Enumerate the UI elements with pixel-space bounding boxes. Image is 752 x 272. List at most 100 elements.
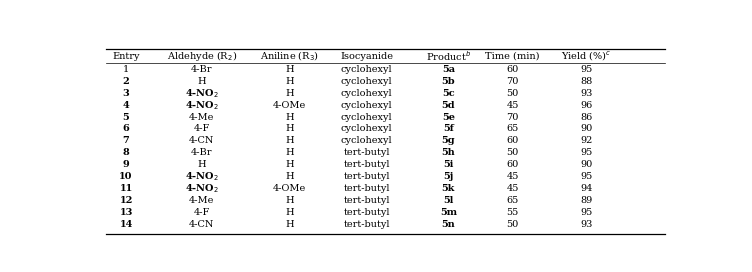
Text: 70: 70 [506,77,519,86]
Text: tert-butyl: tert-butyl [344,172,390,181]
Text: cyclohexyl: cyclohexyl [341,101,393,110]
Text: Isocyanide: Isocyanide [340,52,393,61]
Text: 5e: 5e [442,113,455,122]
Text: 1: 1 [123,65,129,74]
Text: 5b: 5b [441,77,455,86]
Text: H: H [285,113,293,122]
Text: H: H [285,65,293,74]
Text: 4-NO$_2$: 4-NO$_2$ [185,99,219,112]
Text: H: H [285,220,293,229]
Text: 50: 50 [506,220,519,229]
Text: 95: 95 [581,208,593,217]
Text: 5k: 5k [441,184,455,193]
Text: H: H [285,125,293,134]
Text: 8: 8 [123,148,129,157]
Text: 5c: 5c [442,89,455,98]
Text: 60: 60 [506,65,519,74]
Text: 5a: 5a [441,65,455,74]
Text: 12: 12 [120,196,133,205]
Text: 4-Br: 4-Br [191,148,213,157]
Text: 65: 65 [506,196,519,205]
Text: 4-NO$_2$: 4-NO$_2$ [185,170,219,183]
Text: 65: 65 [506,125,519,134]
Text: 13: 13 [120,208,133,217]
Text: H: H [285,172,293,181]
Text: 5h: 5h [441,148,455,157]
Text: 93: 93 [581,220,593,229]
Text: 5d: 5d [441,101,455,110]
Text: H: H [198,77,206,86]
Text: H: H [198,160,206,169]
Text: Time (min): Time (min) [485,52,540,61]
Text: tert-butyl: tert-butyl [344,148,390,157]
Text: 89: 89 [581,196,593,205]
Text: tert-butyl: tert-butyl [344,220,390,229]
Text: tert-butyl: tert-butyl [344,196,390,205]
Text: 90: 90 [581,160,593,169]
Text: 11: 11 [120,184,132,193]
Text: 95: 95 [581,65,593,74]
Text: 50: 50 [506,148,519,157]
Text: 9: 9 [123,160,129,169]
Text: 4-Me: 4-Me [190,113,214,122]
Text: 6: 6 [123,125,129,134]
Text: 88: 88 [581,77,593,86]
Text: H: H [285,89,293,98]
Text: H: H [285,137,293,146]
Text: tert-butyl: tert-butyl [344,160,390,169]
Text: 4-CN: 4-CN [190,137,214,146]
Text: cyclohexyl: cyclohexyl [341,65,393,74]
Text: 4-F: 4-F [193,208,210,217]
Text: 5n: 5n [441,220,455,229]
Text: 14: 14 [120,220,133,229]
Text: H: H [285,196,293,205]
Text: H: H [285,208,293,217]
Text: cyclohexyl: cyclohexyl [341,77,393,86]
Text: 4: 4 [123,101,129,110]
Text: Entry: Entry [112,52,140,61]
Text: tert-butyl: tert-butyl [344,184,390,193]
Text: 3: 3 [123,89,129,98]
Text: 10: 10 [120,172,133,181]
Text: 4-Me: 4-Me [190,196,214,205]
Text: 5i: 5i [443,160,453,169]
Text: 92: 92 [581,137,593,146]
Text: 95: 95 [581,172,593,181]
Text: Product$^b$: Product$^b$ [426,49,471,63]
Text: 45: 45 [506,172,519,181]
Text: 4-NO$_2$: 4-NO$_2$ [185,182,219,195]
Text: 70: 70 [506,113,519,122]
Text: 5f: 5f [443,125,453,134]
Text: tert-butyl: tert-butyl [344,208,390,217]
Text: 86: 86 [581,113,593,122]
Text: 7: 7 [123,137,129,146]
Text: 94: 94 [581,184,593,193]
Text: 2: 2 [123,77,129,86]
Text: 95: 95 [581,148,593,157]
Text: 4-Br: 4-Br [191,65,213,74]
Text: cyclohexyl: cyclohexyl [341,125,393,134]
Text: 60: 60 [506,160,519,169]
Text: cyclohexyl: cyclohexyl [341,113,393,122]
Text: 5m: 5m [440,208,457,217]
Text: 5: 5 [123,113,129,122]
Text: 96: 96 [581,101,593,110]
Text: 4-OMe: 4-OMe [273,184,306,193]
Text: 50: 50 [506,89,519,98]
Text: 4-F: 4-F [193,125,210,134]
Text: cyclohexyl: cyclohexyl [341,137,393,146]
Text: Yield (%)$^c$: Yield (%)$^c$ [561,50,611,63]
Text: H: H [285,77,293,86]
Text: 5j: 5j [443,172,453,181]
Text: 45: 45 [506,184,519,193]
Text: 4-OMe: 4-OMe [273,101,306,110]
Text: 45: 45 [506,101,519,110]
Text: H: H [285,148,293,157]
Text: cyclohexyl: cyclohexyl [341,89,393,98]
Text: 55: 55 [506,208,519,217]
Text: 60: 60 [506,137,519,146]
Text: 90: 90 [581,125,593,134]
Text: 4-CN: 4-CN [190,220,214,229]
Text: 4-NO$_2$: 4-NO$_2$ [185,87,219,100]
Text: 5l: 5l [443,196,453,205]
